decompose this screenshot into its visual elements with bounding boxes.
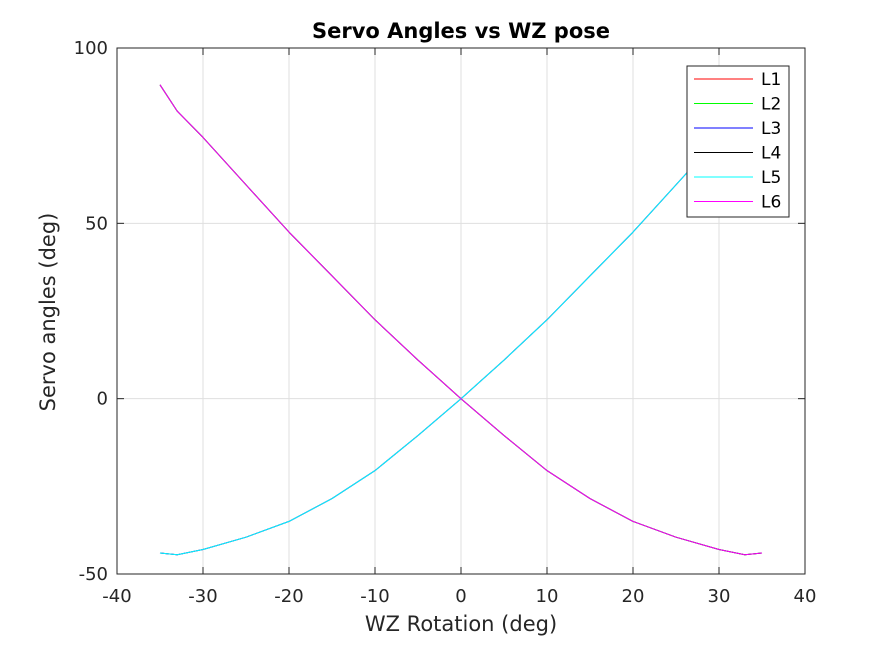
- y-tick-label: -50: [79, 564, 108, 585]
- x-tick-label: 30: [708, 586, 731, 607]
- x-tick-label: 10: [536, 586, 559, 607]
- x-axis-label: WZ Rotation (deg): [365, 612, 557, 636]
- legend-label-l3: L3: [761, 119, 781, 139]
- x-tick-label: 20: [622, 586, 645, 607]
- chart-title: Servo Angles vs WZ pose: [312, 19, 610, 43]
- x-tick-label: -30: [188, 586, 217, 607]
- legend[interactable]: L1 L2 L3 L4 L5 L6: [686, 65, 790, 218]
- legend-label-l1: L1: [761, 70, 781, 90]
- x-tick-label: -10: [360, 586, 389, 607]
- legend-label-l5: L5: [761, 168, 781, 188]
- ticks: -40 -30 -20 -10 0 10 20 30 40 -50 0 50 100: [74, 38, 817, 607]
- y-tick-label: 100: [74, 38, 108, 59]
- y-axis-label: Servo angles (deg): [36, 213, 60, 412]
- y-tick-label: 0: [97, 389, 108, 410]
- legend-box: [686, 65, 790, 218]
- x-tick-label: -20: [274, 586, 303, 607]
- y-tick-label: 50: [85, 213, 108, 234]
- x-tick-label: -40: [102, 586, 131, 607]
- legend-label-l4: L4: [761, 144, 781, 164]
- x-tick-label: 0: [455, 586, 466, 607]
- series-lines: [159, 84, 763, 556]
- x-tick-label: 40: [794, 586, 817, 607]
- legend-label-l6: L6: [761, 193, 781, 213]
- legend-label-l2: L2: [761, 95, 781, 115]
- series-line-l6: [159, 84, 763, 556]
